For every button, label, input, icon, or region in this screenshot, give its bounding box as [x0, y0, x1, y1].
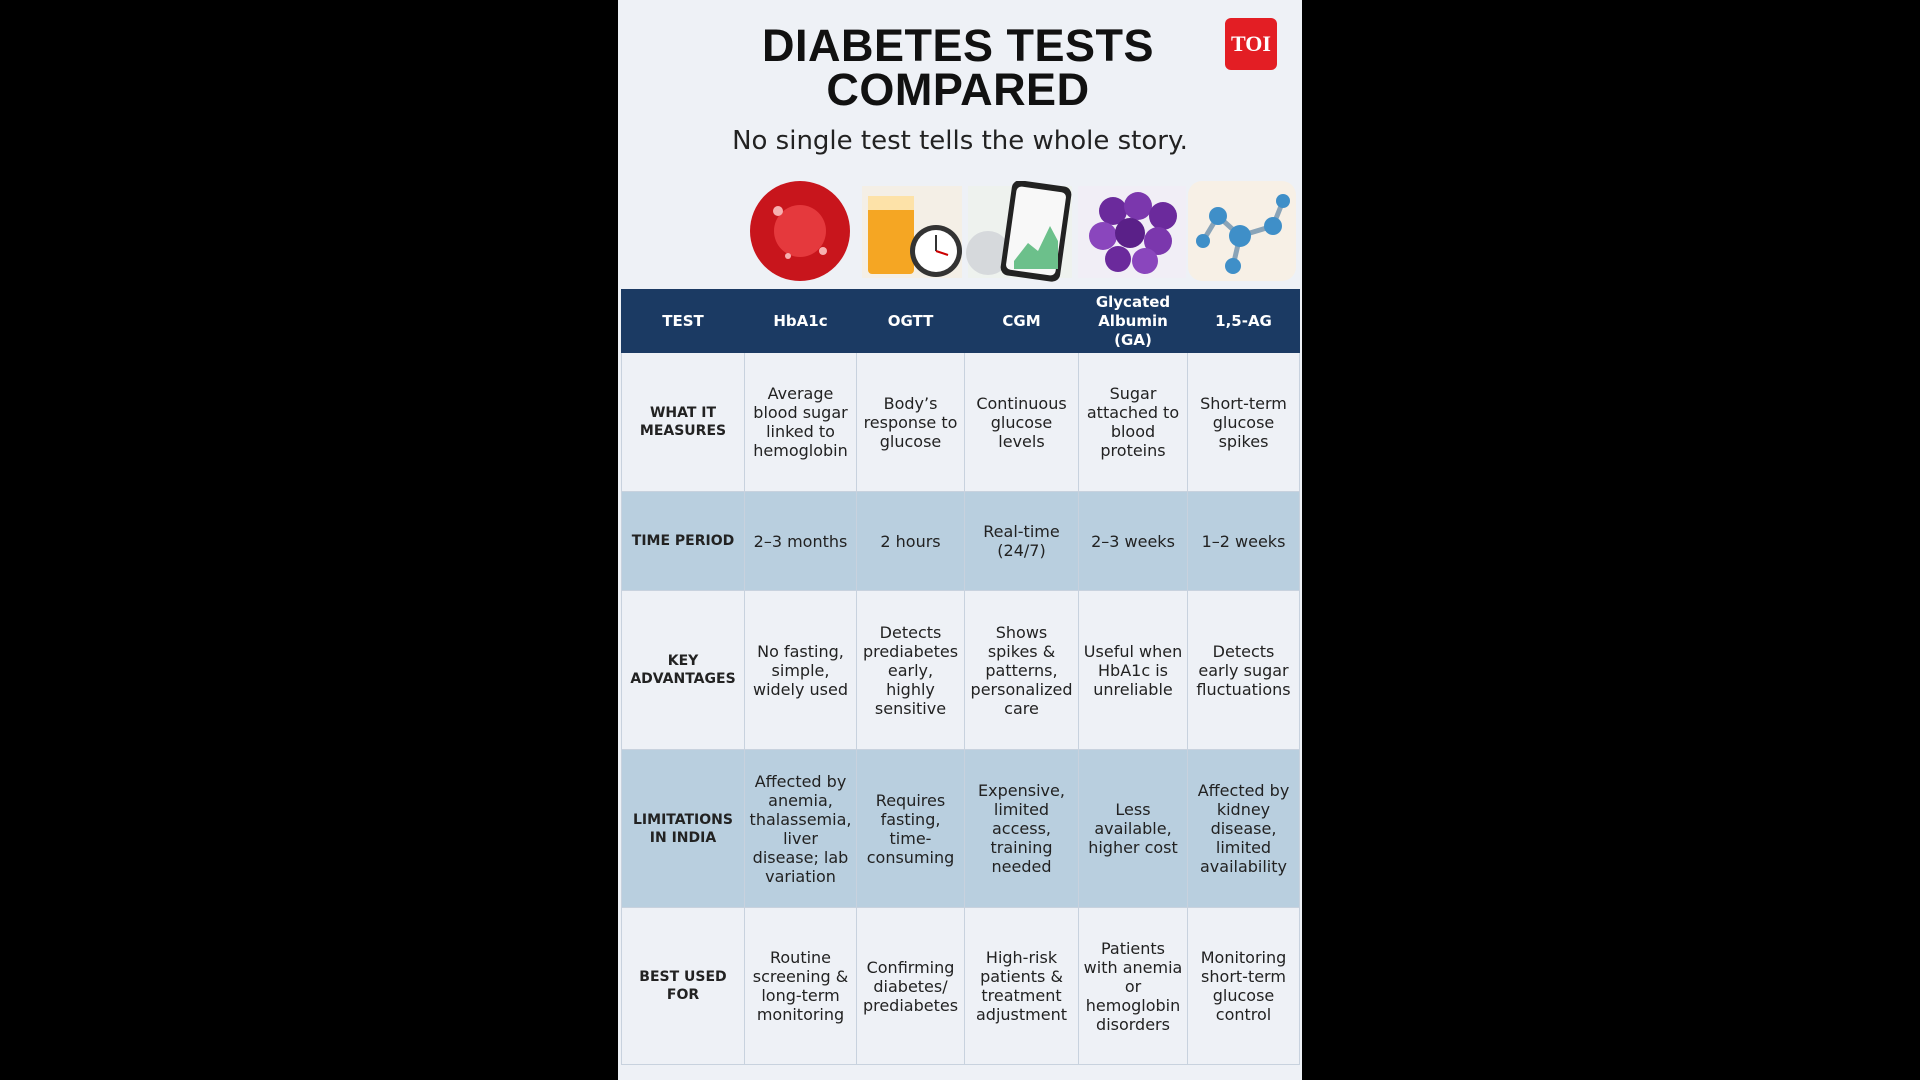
table-cell: Affected by kidney disease, limited avai… — [1187, 749, 1300, 908]
table-cell: Patients with anemia or hemoglobin disor… — [1078, 907, 1188, 1065]
table-cell: Expensive, limited access, training need… — [964, 749, 1079, 908]
table-cell: Less available, higher cost — [1078, 749, 1188, 908]
table-cell: Average blood sugar linked to hemoglobin — [744, 352, 857, 492]
table-cell: Affected by anemia, thalassemia, liver d… — [744, 749, 857, 908]
table-row: BEST USED FOR Routine screening & long-te… — [621, 907, 1300, 1065]
icons — [750, 181, 1296, 282]
table-cell: Real-time (24/7) — [964, 491, 1079, 591]
table-cell: Confirming diabetes/ prediabetes — [856, 907, 965, 1065]
column-header: CGM — [964, 289, 1079, 353]
table-row: KEY ADVANTAGES No fasting, simple, widely… — [621, 590, 1300, 750]
header-row: TEST HbA1c OGTT CGM Glycated Albumin (GA) 1,5… — [621, 289, 1300, 353]
cgm-phone-icon — [966, 181, 1072, 282]
row-label: KEY ADVANTAGES — [621, 590, 745, 750]
table-row: TIME PERIOD 2–3 months 2 hours Real-time (2… — [621, 491, 1300, 591]
table-cell: Shows spikes & patterns, personalized ca… — [964, 590, 1079, 750]
column-header: HbA1c — [744, 289, 857, 353]
title: DIABETES TESTS COMPARED — [761, 20, 1155, 115]
row-label: LIMITATIONS IN INDIA — [621, 749, 745, 908]
row-label: WHAT IT MEASURES — [621, 352, 745, 492]
table-body: WHAT IT MEASURES Average blood sugar link… — [621, 352, 1300, 1065]
table-row: WHAT IT MEASURES Average blood sugar link… — [621, 352, 1300, 492]
table-cell: Continuous glucose levels — [964, 352, 1079, 492]
subtitle: No single test tells the whole story. — [732, 126, 1188, 156]
table-cell: Monitoring short-term glucose control — [1187, 907, 1300, 1065]
table-row: LIMITATIONS IN INDIA Affected by anemia, … — [621, 749, 1300, 908]
row-label: TIME PERIOD — [621, 491, 745, 591]
column-header: TEST — [621, 289, 745, 353]
row-label: BEST USED FOR — [621, 907, 745, 1065]
comparison-table: TEST HbA1c OGTT CGM Glycated Albumin (GA) 1,5… — [621, 289, 1300, 1065]
table-cell: 2–3 weeks — [1078, 491, 1188, 591]
molecule-icon — [1188, 181, 1296, 281]
protein-icon — [1078, 186, 1186, 278]
table-cell: 2 hours — [856, 491, 965, 591]
table-cell: No fasting, simple, widely used — [744, 590, 857, 750]
table-cell: Detects early sugar fluctuations — [1187, 590, 1300, 750]
table-cell: Requires fasting, time-consuming — [856, 749, 965, 908]
table-cell: Sugar attached to blood proteins — [1078, 352, 1188, 492]
table-cell: 1–2 weeks — [1187, 491, 1300, 591]
table-cell: Useful when HbA1c is unreliable — [1078, 590, 1188, 750]
table-cell: Detects prediabetes early, highly sensit… — [856, 590, 965, 750]
column-header: 1,5-AG — [1187, 289, 1300, 353]
table-cell: Body’s response to glucose — [856, 352, 965, 492]
table-cell: Short-term glucose spikes — [1187, 352, 1300, 492]
blood-cell-icon — [750, 181, 850, 281]
table-cell: 2–3 months — [744, 491, 857, 591]
table-cell: Routine screening & long-term monitoring — [744, 907, 857, 1065]
infographic: DIABETES TESTS COMPARED TOI No single te… — [618, 0, 1302, 1080]
logo: TOI — [1225, 18, 1277, 70]
table-cell: High-risk patients & treatment adjustmen… — [964, 907, 1079, 1065]
glass-clock-icon — [862, 186, 962, 278]
column-header: Glycated Albumin (GA) — [1078, 289, 1188, 353]
column-header: OGTT — [856, 289, 965, 353]
